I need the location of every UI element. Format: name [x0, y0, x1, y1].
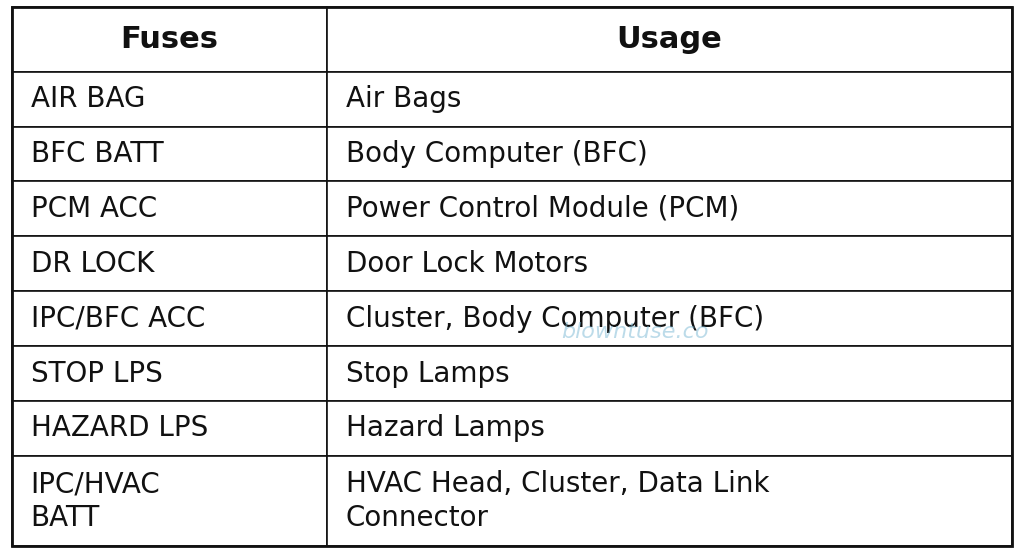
Text: Usage: Usage [616, 25, 722, 54]
Text: IPC/HVAC
BATT: IPC/HVAC BATT [31, 471, 161, 532]
Bar [327, 456, 1012, 546]
Text: Fuses: Fuses [121, 25, 219, 54]
Bar [12, 401, 327, 456]
Bar [327, 7, 1012, 72]
Bar [327, 401, 1012, 456]
Text: IPC/BFC ACC: IPC/BFC ACC [31, 305, 205, 333]
Bar [12, 346, 327, 401]
Text: HAZARD LPS: HAZARD LPS [31, 414, 208, 442]
Bar [12, 7, 327, 72]
Text: Hazard Lamps: Hazard Lamps [345, 414, 545, 442]
Bar [12, 291, 327, 346]
Text: HVAC Head, Cluster, Data Link
Connector: HVAC Head, Cluster, Data Link Connector [345, 471, 769, 532]
Bar [12, 236, 327, 291]
Text: Air Bags: Air Bags [345, 85, 461, 113]
Bar [327, 127, 1012, 181]
Text: Stop Lamps: Stop Lamps [345, 359, 509, 388]
Bar [327, 291, 1012, 346]
Bar [12, 72, 327, 127]
Bar [12, 127, 327, 181]
Text: Cluster, Body Computer (BFC): Cluster, Body Computer (BFC) [345, 305, 764, 333]
Text: PCM ACC: PCM ACC [31, 195, 157, 223]
Text: Body Computer (BFC): Body Computer (BFC) [345, 140, 647, 168]
Text: Power Control Module (PCM): Power Control Module (PCM) [345, 195, 738, 223]
Text: Door Lock Motors: Door Lock Motors [345, 250, 588, 278]
Bar [12, 181, 327, 236]
Text: AIR BAG: AIR BAG [31, 85, 145, 113]
Bar [12, 456, 327, 546]
Bar [327, 72, 1012, 127]
Text: DR LOCK: DR LOCK [31, 250, 154, 278]
Bar [327, 346, 1012, 401]
Bar [327, 181, 1012, 236]
Text: STOP LPS: STOP LPS [31, 359, 163, 388]
Bar [327, 236, 1012, 291]
Text: blowntuse.co: blowntuse.co [561, 322, 709, 342]
Text: BFC BATT: BFC BATT [31, 140, 164, 168]
